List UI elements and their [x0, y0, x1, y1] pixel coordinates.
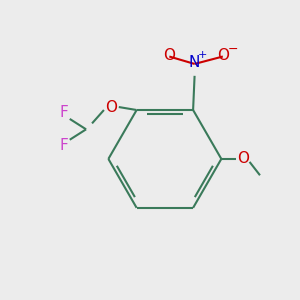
Text: O: O [105, 100, 117, 115]
Text: −: − [227, 43, 238, 56]
Text: O: O [217, 47, 229, 62]
Text: O: O [163, 47, 175, 62]
Text: F: F [59, 106, 68, 121]
Text: O: O [238, 152, 250, 166]
Text: +: + [198, 50, 208, 60]
Text: F: F [59, 138, 68, 153]
Text: N: N [189, 55, 200, 70]
